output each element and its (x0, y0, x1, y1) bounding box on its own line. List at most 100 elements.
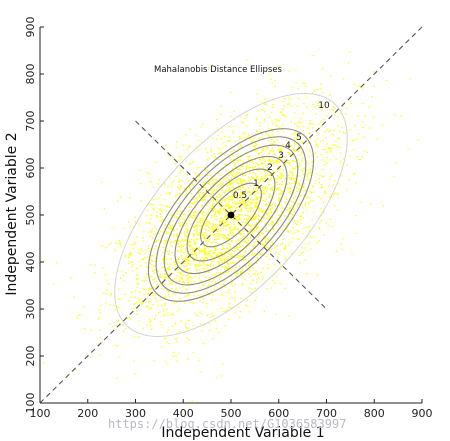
scatter-point (235, 218, 237, 220)
scatter-point (186, 236, 188, 238)
scatter-point (359, 201, 361, 203)
scatter-point (296, 186, 298, 188)
scatter-point (214, 249, 216, 251)
scatter-point (158, 232, 160, 235)
ellipse-label-2: 2 (267, 163, 273, 173)
scatter-point (297, 137, 299, 139)
scatter-point (346, 189, 348, 191)
scatter-point (277, 175, 279, 177)
scatter-point (217, 264, 220, 266)
ellipse-label-10: 10 (318, 101, 330, 111)
scatter-point (148, 301, 150, 303)
scatter-point (242, 201, 245, 203)
scatter-point (177, 258, 179, 260)
scatter-point (316, 156, 319, 158)
scatter-point (322, 168, 324, 171)
scatter-point (316, 89, 318, 91)
scatter-point (114, 308, 117, 311)
scatter-point (226, 224, 229, 226)
scatter-point (299, 121, 301, 123)
scatter-point (207, 224, 209, 226)
scatter-point (234, 162, 236, 164)
scatter-point (225, 291, 227, 293)
scatter-point (192, 259, 195, 262)
scatter-point (285, 116, 287, 118)
scatter-point (255, 296, 257, 299)
scatter-point (302, 82, 304, 84)
scatter-point (241, 146, 243, 148)
scatter-point (249, 263, 251, 265)
scatter-point (166, 205, 168, 207)
scatter-point (269, 179, 271, 181)
scatter-point (241, 214, 243, 216)
scatter-point (298, 238, 300, 240)
scatter-point (149, 300, 151, 302)
scatter-point (247, 231, 249, 233)
scatter-point (229, 221, 231, 223)
scatter-point (199, 295, 201, 297)
scatter-point (159, 299, 161, 301)
scatter-point (186, 289, 188, 291)
scatter-point (282, 149, 284, 151)
scatter-point (192, 256, 194, 258)
scatter-point (242, 185, 244, 187)
scatter-point (291, 176, 293, 178)
x-tick-label: 800 (364, 407, 385, 420)
scatter-point (190, 162, 192, 164)
scatter-point (320, 87, 322, 90)
scatter-point (305, 195, 307, 197)
scatter-point (252, 145, 254, 148)
scatter-point (236, 247, 239, 249)
scatter-point (267, 204, 270, 207)
scatter-point (175, 146, 177, 148)
scatter-point (234, 227, 236, 229)
scatter-point (279, 111, 282, 114)
scatter-point (179, 225, 181, 228)
scatter-point (143, 230, 145, 232)
scatter-point (146, 297, 149, 299)
scatter-point (241, 171, 243, 173)
scatter-point (227, 212, 229, 214)
scatter-point (151, 228, 153, 230)
scatter-point (270, 173, 272, 175)
scatter-point (302, 190, 305, 192)
scatter-point (164, 274, 166, 276)
scatter-point (168, 280, 170, 282)
scatter-point (224, 324, 226, 327)
scatter-point (257, 164, 259, 166)
scatter-point (206, 243, 208, 245)
scatter-point (279, 183, 281, 185)
scatter-point (214, 208, 216, 211)
scatter-point (259, 179, 261, 181)
scatter-point (244, 258, 246, 261)
scatter-point (220, 105, 222, 107)
scatter-point (254, 146, 256, 148)
scatter-point (159, 321, 161, 323)
scatter-point (151, 328, 153, 330)
scatter-point (212, 256, 214, 258)
scatter-point (176, 332, 178, 334)
scatter-point (165, 232, 168, 235)
scatter-point (162, 266, 164, 268)
scatter-point (296, 142, 298, 145)
scatter-point (200, 200, 203, 202)
scatter-point (168, 252, 170, 255)
scatter-point (248, 208, 250, 210)
scatter-point (269, 168, 271, 171)
scatter-point (255, 137, 257, 139)
scatter-point (217, 196, 219, 198)
scatter-point (198, 235, 201, 237)
scatter-point (98, 317, 100, 320)
scatter-point (76, 317, 79, 319)
scatter-point (282, 153, 284, 155)
scatter-point (274, 282, 276, 284)
scatter-point (393, 176, 395, 178)
scatter-point (334, 192, 336, 194)
scatter-point (249, 283, 252, 285)
scatter-point (205, 229, 207, 231)
scatter-point (174, 278, 176, 280)
scatter-point (276, 161, 278, 163)
scatter-point (226, 267, 228, 269)
scatter-point (180, 216, 182, 218)
scatter-point (216, 195, 218, 197)
